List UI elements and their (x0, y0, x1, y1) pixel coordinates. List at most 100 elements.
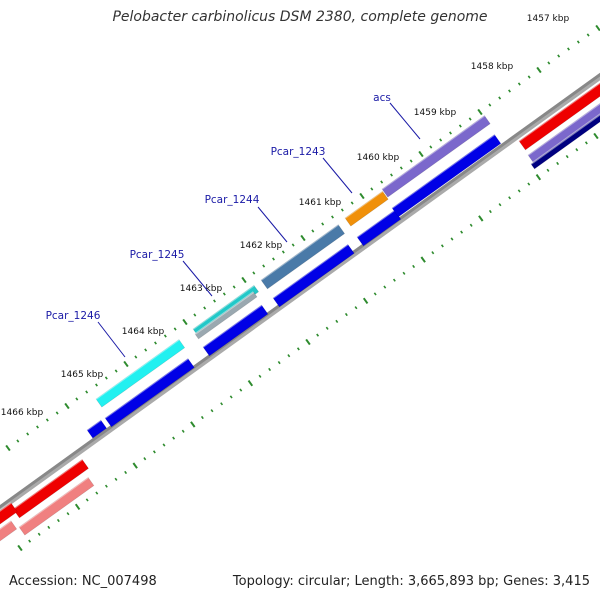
tick-label: 1457 kbp (527, 14, 570, 24)
tick-mark-inner (229, 395, 233, 399)
gene-pink-left-edge-highlight (0, 520, 12, 530)
tick-mark-outer (241, 276, 247, 284)
tick-mark-outer (429, 145, 433, 149)
tick-mark-outer (418, 150, 424, 158)
tick-mark-outer (85, 390, 89, 394)
tick-mark-inner (114, 477, 118, 481)
tick-label: 1458 kbp (471, 62, 514, 72)
tick-mark-inner (469, 223, 473, 227)
gene-blue-1-highlight (104, 357, 189, 419)
gene-red-right-highlight (518, 81, 600, 142)
tick-mark-inner (450, 237, 454, 241)
tick-mark-outer (498, 96, 502, 100)
tick-mark-outer (182, 318, 188, 326)
tick-mark-outer (203, 306, 207, 310)
tick-mark-inner (74, 503, 81, 510)
tick-mark-inner (527, 182, 531, 186)
tick-mark-inner (190, 421, 196, 428)
gene-red-left-edge (0, 502, 18, 525)
tick-mark-outer (350, 201, 354, 205)
gene-blue-3-highlight (272, 243, 349, 299)
tick-mark-outer (586, 33, 590, 37)
tick-mark-outer (163, 334, 167, 338)
tick-mark-outer (458, 124, 462, 128)
tick-mark-inner (440, 244, 444, 248)
tick-mark-outer (193, 313, 197, 317)
tick-mark-inner (373, 292, 377, 296)
tick-mark-outer (508, 89, 511, 93)
tick-mark-inner (556, 161, 560, 166)
tick-mark-inner (104, 484, 108, 488)
tick-mark-outer (370, 187, 374, 191)
gene-pcar-1243 (344, 190, 389, 227)
gene-pcar-1245-shadow (194, 291, 258, 340)
tick-mark-outer (123, 360, 129, 368)
tick-mark-inner (181, 429, 185, 433)
tick-mark-inner (124, 470, 128, 475)
tick-mark-outer (517, 82, 521, 86)
tick-mark-outer (488, 103, 492, 107)
tick-mark-inner (258, 374, 262, 378)
tick-mark-inner (498, 203, 502, 207)
tick-mark-outer (95, 383, 98, 387)
tick-mark-outer (16, 439, 20, 443)
tick-mark-outer (331, 215, 334, 219)
gene-pcar-1243-highlight (344, 190, 383, 219)
gene-label-leader (257, 206, 288, 243)
gene-red-left-highlight (12, 458, 83, 510)
gene-pcar-1245-shadow-highlight (194, 291, 255, 335)
tick-mark-outer (468, 117, 472, 121)
tick-mark-inner (383, 285, 387, 289)
tick-mark-outer (311, 229, 315, 233)
tick-mark-inner (200, 415, 204, 420)
tick-mark-inner (239, 388, 243, 392)
tick-mark-outer (134, 355, 138, 359)
gene-features (0, 81, 600, 542)
tick-mark-inner (132, 462, 138, 469)
tick-mark-outer (144, 348, 148, 352)
map-title: Pelobacter carbinolicus DSM 2380, comple… (112, 9, 488, 25)
gene-acs (381, 115, 491, 198)
tick-mark-inner (402, 271, 406, 275)
gene-blue-1 (104, 358, 195, 428)
tick-label: 1465 kbp (61, 370, 104, 380)
tick-mark-inner (508, 196, 512, 200)
tick-mark-inner (535, 174, 542, 181)
tick-label: 1459 kbp (414, 108, 457, 118)
tick-mark-outer (477, 108, 483, 116)
tick-mark-outer (439, 138, 443, 142)
tick-mark-outer (380, 180, 384, 184)
gene-pink-left-highlight (18, 476, 89, 528)
tick-mark-outer (567, 47, 570, 51)
tick-mark-inner (431, 251, 435, 255)
genome-summary-text: Topology: circular; Length: 3,665,893 bp… (232, 574, 590, 589)
tick-mark-outer (595, 24, 600, 32)
gene-pcar-1246 (95, 339, 186, 408)
tick-mark-inner (287, 354, 291, 358)
tick-mark-outer (262, 264, 266, 268)
gene-label-leader (97, 321, 126, 358)
gene-blue-4-highlight (356, 209, 395, 238)
gene-navy-right-highlight (530, 113, 600, 165)
gene-acs-highlight (381, 114, 485, 190)
gene-blue-0-highlight (86, 419, 102, 431)
tick-mark-inner (152, 450, 156, 454)
tick-label: 1466 kbp (1, 408, 44, 418)
gene-label-leader (182, 260, 213, 297)
tick-mark-outer (576, 40, 580, 44)
gene-pcar-1245-highlight (192, 284, 255, 330)
tick-mark-outer (449, 131, 452, 135)
gene-blue-5 (391, 134, 502, 218)
tick-mark-inner (593, 132, 599, 140)
tick-mark-inner (162, 443, 166, 447)
tick-mark-inner (420, 256, 426, 263)
tick-mark-inner (546, 168, 550, 172)
tick-mark-outer (222, 292, 226, 296)
tick-mark-inner (478, 215, 484, 222)
tick-mark-outer (399, 166, 403, 170)
tick-mark-outer (55, 411, 59, 415)
tick-mark-outer (114, 369, 118, 373)
tick-mark-inner (305, 338, 311, 346)
